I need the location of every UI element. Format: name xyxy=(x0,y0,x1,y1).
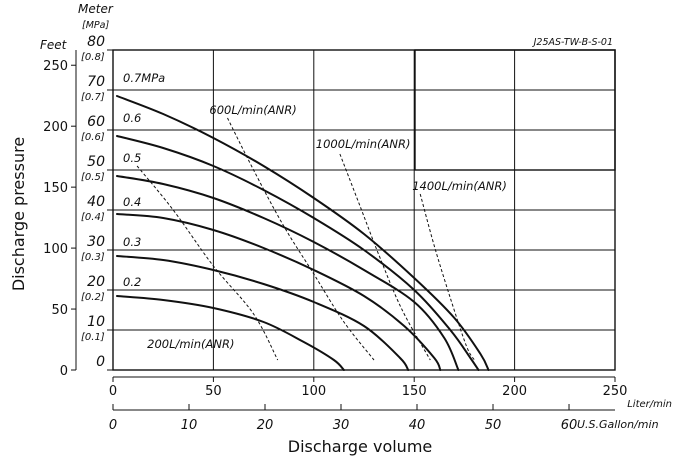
air-consumption-label: 1000L/min(ANR) xyxy=(316,137,411,151)
series-label: 0.6 xyxy=(123,111,141,125)
tick-labels: 0 50 100 150 200 250 0 10 20 30 40 50 60 0 10 [0.1] 20 [0… xyxy=(43,34,627,433)
meter-tick-label: 20 xyxy=(87,274,105,290)
pressure-curve xyxy=(116,135,480,371)
meter-tick-label: 80 xyxy=(87,34,105,50)
gallon-tick-label: 0 xyxy=(109,418,117,433)
air-consumption-line xyxy=(227,117,375,361)
air-consumption-line xyxy=(419,193,475,361)
liter-tick-label: 0 xyxy=(109,384,117,399)
drawing-id: J25AS-TW-B-S-01 xyxy=(532,37,613,48)
air-consumption-label: 200L/min(ANR) xyxy=(147,337,234,351)
series-label: 0.4 xyxy=(123,195,141,209)
pressure-curve xyxy=(116,213,442,371)
air-consumption-label: 600L/min(ANR) xyxy=(209,103,296,117)
x-axis-title: Discharge volume xyxy=(288,437,433,456)
feet-tick-label: 100 xyxy=(43,242,68,257)
gallon-tick-label: 10 xyxy=(181,418,198,433)
mpa-tick-label: [0.4] xyxy=(81,212,105,223)
meter-tick-label: 30 xyxy=(87,234,105,250)
x-axis-liter-unit: Liter/min xyxy=(627,399,672,410)
pressure-curve xyxy=(116,175,460,371)
mpa-tick-label: [0.8] xyxy=(81,52,105,63)
y-axis-title: Discharge pressure xyxy=(9,137,28,291)
liter-tick-label: 200 xyxy=(502,384,527,399)
mpa-tick-label: [0.3] xyxy=(81,252,105,263)
y-axis-feet-unit: Feet xyxy=(40,38,68,52)
liter-tick-label: 150 xyxy=(402,384,427,399)
gallon-tick-label: 20 xyxy=(257,418,274,433)
liter-tick-label: 50 xyxy=(205,384,222,399)
mpa-tick-label: [0.1] xyxy=(81,332,105,343)
mpa-tick-label: [0.2] xyxy=(81,292,105,303)
air-consumption-line xyxy=(339,153,431,361)
mpa-tick-label: [0.7] xyxy=(81,92,105,103)
gallon-tick-label: 40 xyxy=(409,418,426,433)
pressure-curve xyxy=(116,295,345,371)
meter-tick-label: 0 xyxy=(96,354,105,370)
series-label: 0.3 xyxy=(123,235,141,249)
axis-ticks xyxy=(71,49,616,411)
gallon-tick-label: 60 xyxy=(561,418,578,433)
series-label: 0.7MPa xyxy=(123,71,165,85)
meter-tick-label: 40 xyxy=(87,194,105,210)
feet-tick-label: 0 xyxy=(60,364,68,379)
pressure-curve xyxy=(116,255,410,371)
y-axis-meter-unit: Meter xyxy=(78,2,114,16)
feet-tick-label: 250 xyxy=(43,59,68,74)
series-label: 0.5 xyxy=(123,151,141,165)
y-axis-mpa-unit: [MPa] xyxy=(82,20,109,31)
feet-tick-label: 150 xyxy=(43,181,68,196)
grid xyxy=(113,50,615,370)
meter-tick-label: 50 xyxy=(87,154,105,170)
x-axis-gallon-unit: U.S.Gallon/min xyxy=(577,418,659,431)
meter-tick-label: 10 xyxy=(87,314,105,330)
mpa-tick-label: [0.5] xyxy=(81,172,105,183)
gallon-tick-label: 50 xyxy=(485,418,502,433)
pressure-curves xyxy=(116,95,490,371)
gallon-tick-label: 30 xyxy=(333,418,350,433)
feet-tick-label: 50 xyxy=(51,303,68,318)
air-consumption-lines xyxy=(136,117,475,361)
series-label: 0.2 xyxy=(123,275,141,289)
feet-tick-label: 200 xyxy=(43,120,68,135)
air-consumption-line xyxy=(136,165,279,361)
liter-tick-label: 250 xyxy=(603,384,628,399)
air-consumption-label: 1400L/min(ANR) xyxy=(412,179,507,193)
liter-tick-label: 100 xyxy=(301,384,326,399)
pressure-curve xyxy=(116,95,490,371)
meter-tick-label: 60 xyxy=(87,114,105,130)
mpa-tick-label: [0.6] xyxy=(81,132,105,143)
meter-tick-label: 70 xyxy=(87,74,105,90)
